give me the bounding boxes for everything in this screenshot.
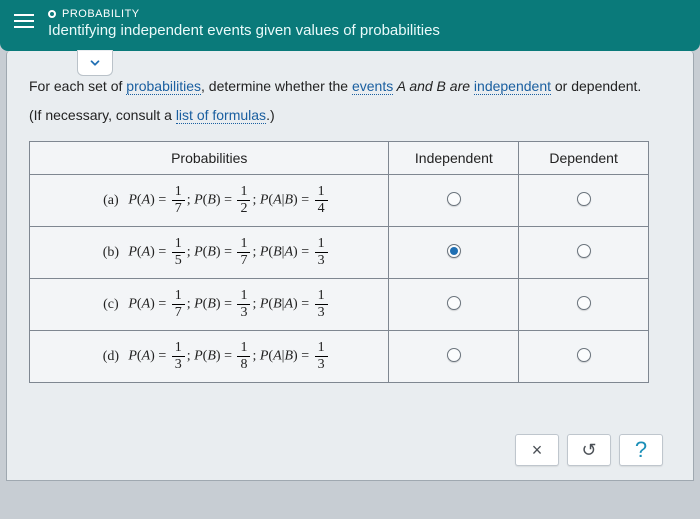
dependent-cell (519, 278, 649, 330)
table-row: (a) P(A) = 17; P(B) = 12; P(A|B) = 14 (30, 174, 649, 226)
probabilities-cell: (b) P(A) = 15; P(B) = 17; P(B|A) = 13 (30, 226, 389, 278)
col-probabilities: Probabilities (30, 141, 389, 174)
help-button[interactable]: ? (619, 434, 663, 466)
bullet-icon (48, 10, 56, 18)
radio-independent[interactable] (447, 348, 461, 362)
help-icon: ? (635, 437, 647, 463)
probabilities-cell: (d) P(A) = 13; P(B) = 18; P(A|B) = 13 (30, 330, 389, 382)
dependent-cell (519, 330, 649, 382)
chevron-down-icon (88, 56, 102, 70)
independent-cell (389, 330, 519, 382)
table-row: (c) P(A) = 17; P(B) = 13; P(B|A) = 13 (30, 278, 649, 330)
radio-dependent[interactable] (577, 348, 591, 362)
radio-independent[interactable] (447, 296, 461, 310)
collapse-tab[interactable] (77, 50, 113, 76)
link-formulas[interactable]: list of formulas (176, 107, 266, 124)
app-header: PROBABILITY Identifying independent even… (0, 0, 700, 51)
close-icon: × (532, 440, 543, 461)
radio-dependent[interactable] (577, 192, 591, 206)
menu-icon[interactable] (14, 14, 34, 28)
question-prompt: For each set of probabilities, determine… (29, 75, 671, 99)
col-dependent: Dependent (519, 141, 649, 174)
reset-button[interactable]: ↺ (567, 434, 611, 466)
probability-table: Probabilities Independent Dependent (a) … (29, 141, 649, 383)
footer-button-bar: × ↺ ? (515, 434, 663, 466)
independent-cell (389, 226, 519, 278)
col-independent: Independent (389, 141, 519, 174)
link-probabilities[interactable]: probabilities (126, 78, 201, 95)
reset-icon: ↺ (581, 440, 596, 461)
table-row: (d) P(A) = 13; P(B) = 18; P(A|B) = 13 (30, 330, 649, 382)
dependent-cell (519, 226, 649, 278)
content-panel: For each set of probabilities, determine… (6, 51, 694, 481)
probabilities-cell: (a) P(A) = 17; P(B) = 12; P(A|B) = 14 (30, 174, 389, 226)
topic-label: PROBABILITY (62, 8, 140, 20)
independent-cell (389, 174, 519, 226)
link-independent[interactable]: independent (474, 78, 551, 95)
link-events[interactable]: events (352, 78, 393, 95)
close-button[interactable]: × (515, 434, 559, 466)
radio-dependent[interactable] (577, 296, 591, 310)
radio-independent[interactable] (447, 244, 461, 258)
dependent-cell (519, 174, 649, 226)
probabilities-cell: (c) P(A) = 17; P(B) = 13; P(B|A) = 13 (30, 278, 389, 330)
question-subprompt: (If necessary, consult a list of formula… (29, 107, 671, 123)
radio-dependent[interactable] (577, 244, 591, 258)
page-title: Identifying independent events given val… (48, 22, 440, 39)
independent-cell (389, 278, 519, 330)
table-row: (b) P(A) = 15; P(B) = 17; P(B|A) = 13 (30, 226, 649, 278)
radio-independent[interactable] (447, 192, 461, 206)
topic-line: PROBABILITY (48, 8, 440, 20)
